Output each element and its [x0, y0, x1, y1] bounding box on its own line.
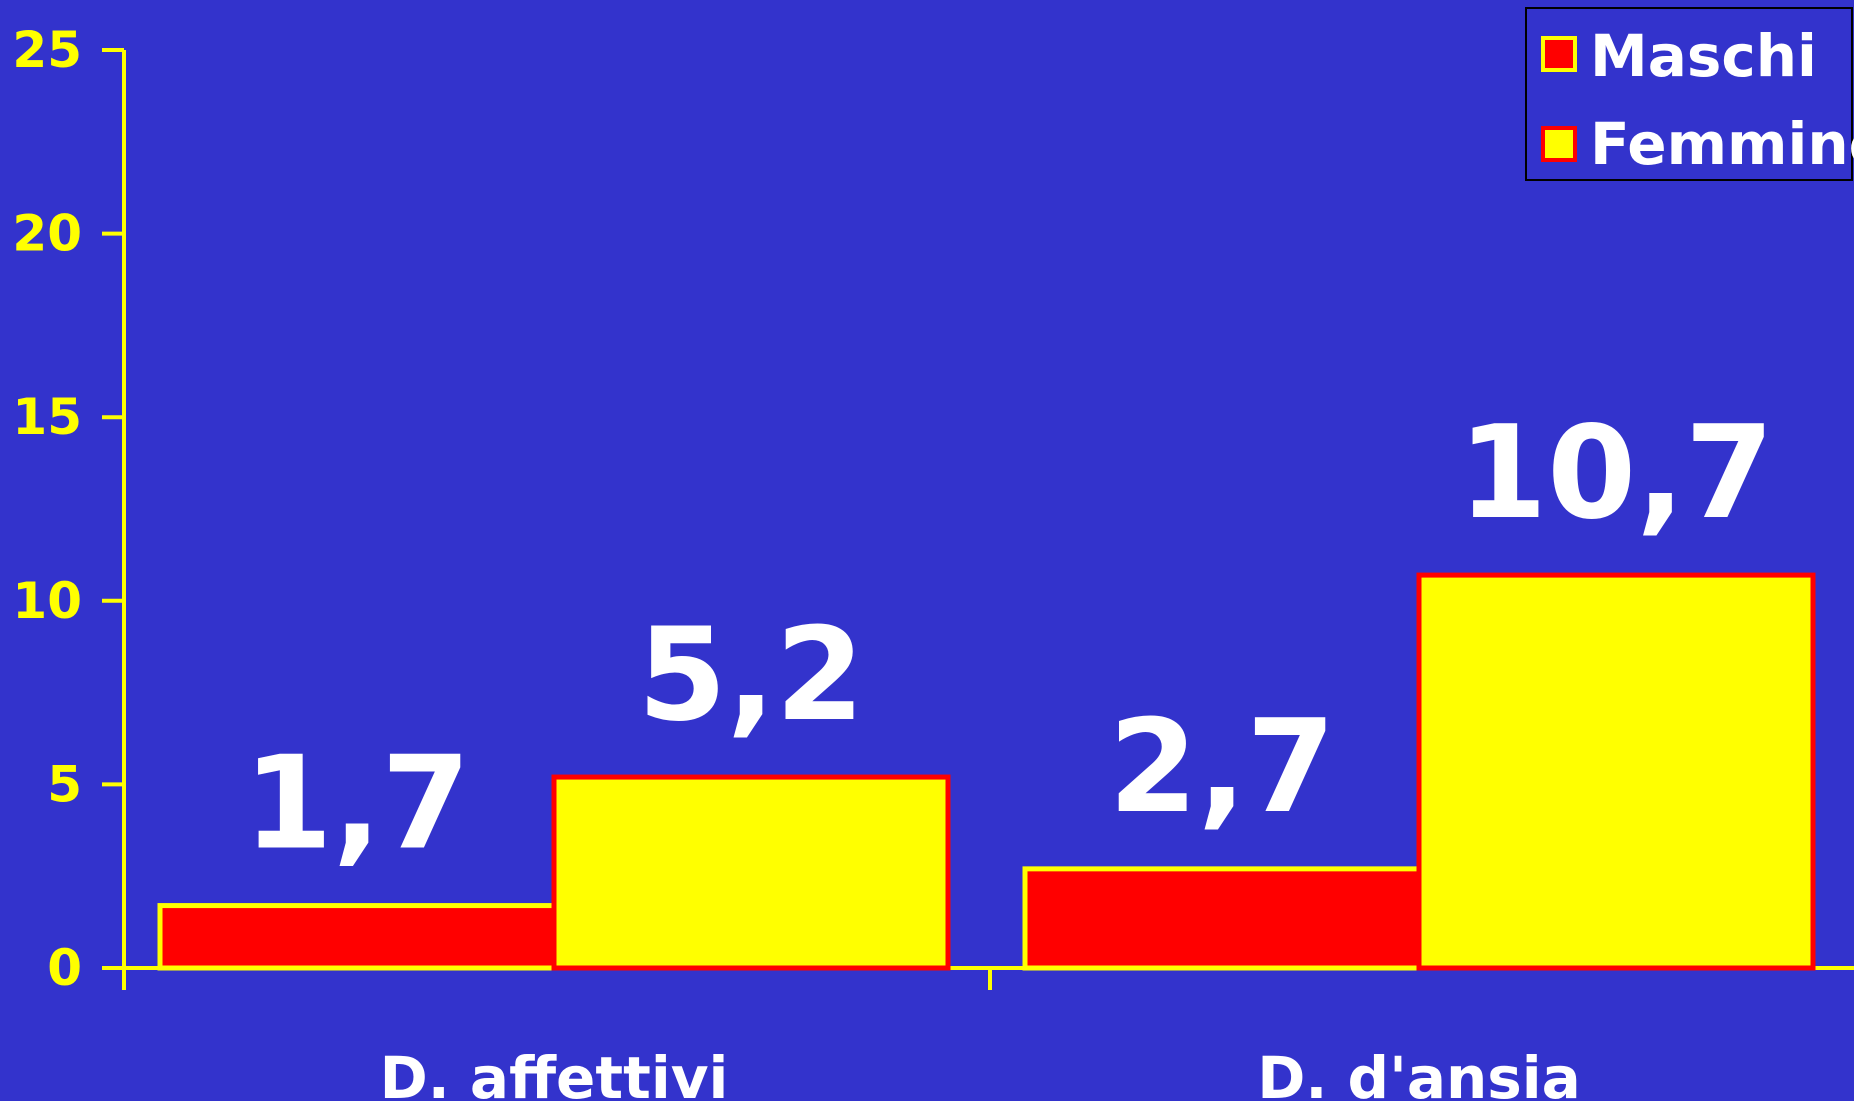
legend-label-maschi: Maschi [1590, 22, 1817, 90]
x-category-label-0: D. affettivi [380, 1044, 729, 1101]
y-axis-ticks: 0 5 10 15 20 25 [12, 21, 124, 997]
y-tick-label-25: 25 [12, 21, 82, 79]
legend-swatch-femmine [1541, 126, 1577, 162]
bar-maschi-1 [1022, 866, 1422, 971]
bars [157, 572, 1816, 971]
legend-box [1525, 7, 1853, 181]
bar-femmine-0 [551, 774, 951, 971]
y-tick-label-15: 15 [12, 388, 82, 446]
bar-femmine-1 [1416, 572, 1816, 971]
y-tick-label-5: 5 [47, 755, 82, 813]
legend: Maschi Femmine [1525, 7, 1854, 181]
data-label-femmine-1: 10,7 [1458, 399, 1774, 548]
x-category-label-1: D. d'ansia [1257, 1044, 1581, 1101]
data-label-maschi-1: 2,7 [1109, 693, 1336, 842]
y-tick-label-10: 10 [12, 572, 82, 630]
bar-maschi-0 [157, 903, 557, 971]
data-labels: 1,7 5,2 2,7 10,7 [244, 399, 1774, 878]
legend-swatch-maschi [1541, 36, 1577, 72]
data-label-maschi-0: 1,7 [244, 730, 471, 879]
y-tick-label-0: 0 [47, 939, 82, 997]
data-label-femmine-0: 5,2 [638, 601, 865, 750]
legend-label-femmine: Femmine [1590, 110, 1854, 178]
y-tick-label-20: 20 [12, 205, 82, 263]
category-labels: D. affettivi D. d'ansia [380, 1044, 1581, 1101]
